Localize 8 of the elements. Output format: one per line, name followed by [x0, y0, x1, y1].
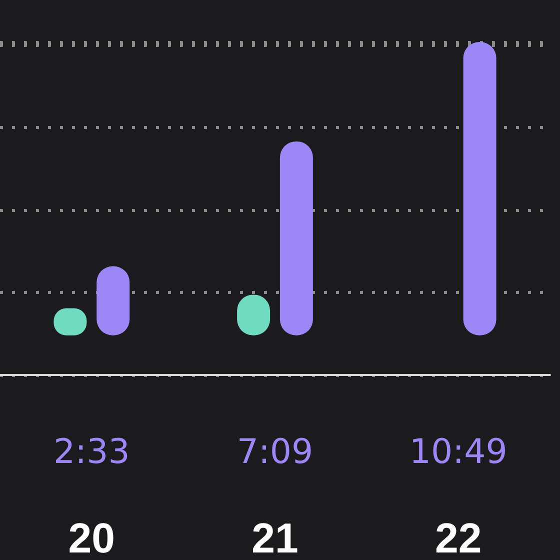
x-tick-label: 22 — [434, 514, 482, 560]
data-label: 2:33 — [53, 432, 130, 472]
bar — [280, 141, 313, 336]
x-tick-label: 21 — [252, 514, 298, 560]
data-label: 10:49 — [409, 432, 508, 472]
bar — [463, 42, 496, 336]
x-tick-label: 20 — [68, 514, 116, 560]
data-label: 7:09 — [236, 432, 314, 472]
